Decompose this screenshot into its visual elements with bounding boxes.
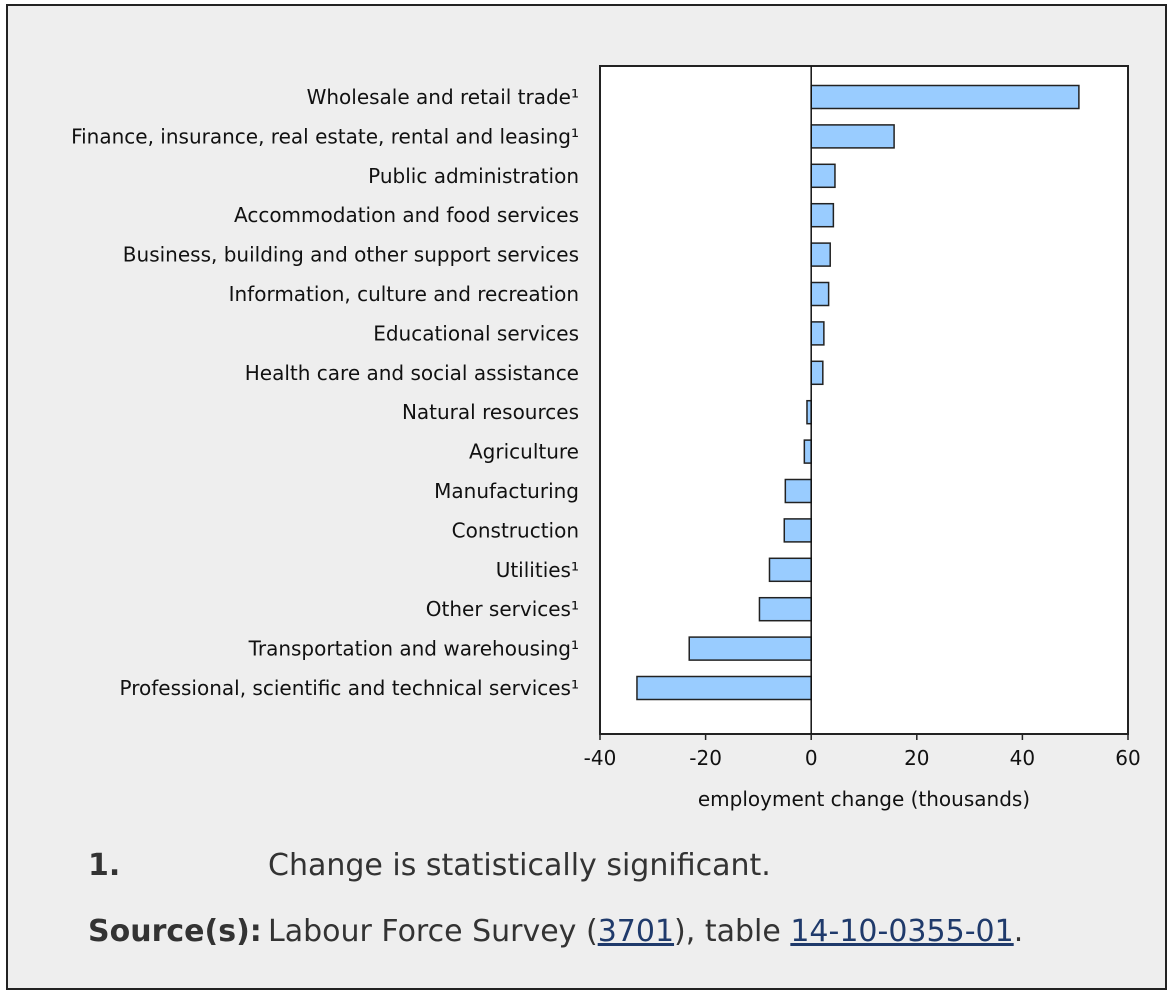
source-middle: ), table	[674, 914, 791, 949]
bar-chart: Wholesale and retail trade¹ Finance, insu…	[71, 65, 1141, 811]
bar	[783, 518, 812, 543]
survey-code-link[interactable]: 3701	[597, 914, 675, 949]
category-label: Educational services	[373, 321, 579, 345]
category-label: Utilities¹	[496, 558, 579, 582]
category-label: Public administration	[368, 164, 579, 188]
bar	[803, 439, 812, 464]
bar	[758, 596, 812, 622]
bar	[636, 675, 812, 701]
bar	[810, 202, 835, 228]
category-label: Health care and social assistance	[245, 361, 579, 385]
x-axis-label: employment change (thousands)	[698, 787, 1030, 811]
x-tick-label: 40	[1010, 746, 1035, 770]
bar	[810, 321, 825, 346]
footnote-text: Change is statistically significant.	[268, 848, 771, 883]
bar	[810, 360, 824, 386]
category-label: Transportation and warehousing¹	[248, 637, 579, 661]
plot-area	[599, 65, 1129, 735]
category-label: Construction	[452, 518, 579, 542]
category-label: Professional, scientific and technical s…	[120, 676, 580, 700]
bar	[784, 478, 812, 504]
source-suffix: .	[1013, 914, 1024, 949]
x-tick-label: 0	[805, 746, 818, 770]
x-tick-label: -20	[689, 746, 722, 770]
source-label: Source(s):	[88, 914, 262, 949]
x-tick-label: -40	[584, 746, 617, 770]
bar	[810, 163, 836, 189]
bar	[688, 636, 812, 661]
table-link[interactable]: 14-10-0355-01	[790, 914, 1014, 949]
category-label: Wholesale and retail trade¹	[307, 85, 579, 109]
category-label: Information, culture and recreation	[229, 282, 579, 306]
category-label: Manufacturing	[434, 479, 579, 503]
bar	[768, 557, 812, 583]
footnote-number: 1.	[88, 848, 121, 883]
bar	[810, 242, 831, 267]
bar	[810, 124, 895, 149]
bar	[810, 84, 1080, 110]
x-tick-label: 60	[1115, 746, 1140, 770]
category-label: Business, building and other support ser…	[123, 243, 579, 267]
source-prefix: Labour Force Survey (	[268, 914, 598, 949]
bar	[810, 281, 830, 307]
category-label: Finance, insurance, real estate, rental …	[71, 124, 579, 148]
category-label: Natural resources	[402, 400, 579, 424]
category-label: Agriculture	[469, 440, 579, 464]
category-label: Other services¹	[426, 597, 579, 621]
category-label: Accommodation and food services	[234, 203, 579, 227]
x-tick-label: 20	[904, 746, 929, 770]
source-text: Labour Force Survey (3701), table 14-10-…	[268, 914, 1023, 949]
